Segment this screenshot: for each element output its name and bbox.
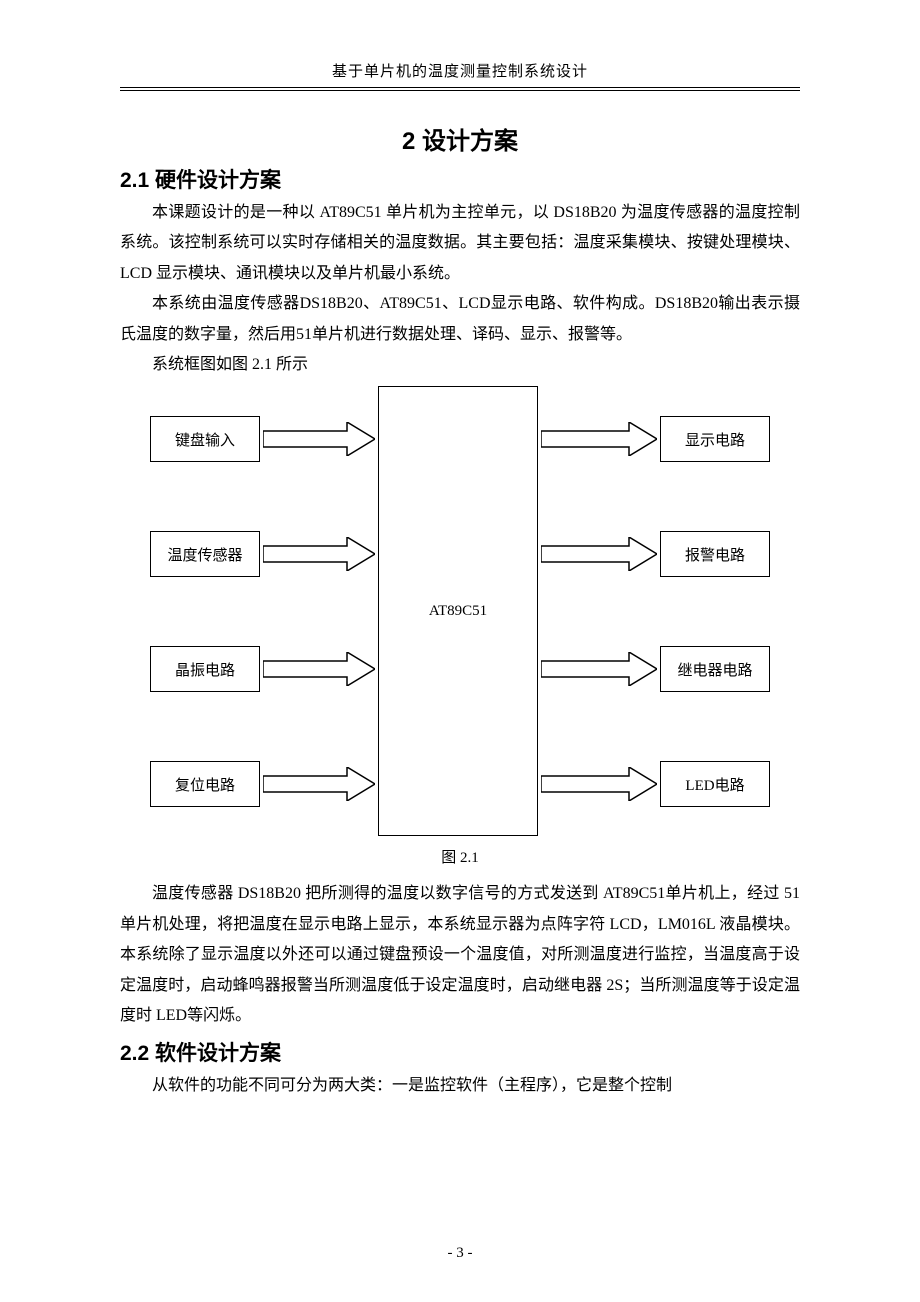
page-number: - 3 - [0, 1245, 920, 1262]
diagram-block: 复位电路 [150, 761, 260, 807]
diagram-block: 晶振电路 [150, 646, 260, 692]
chapter-title: 2 设计方案 [120, 121, 800, 156]
arrow-right-icon [541, 537, 657, 571]
diagram-block: 报警电路 [660, 531, 770, 577]
arrow-right-icon [263, 652, 375, 686]
section-2-1-title: 2.1 硬件设计方案 [120, 164, 800, 194]
diagram-block: LED电路 [660, 761, 770, 807]
cpu-block: AT89C51 [378, 386, 538, 836]
diagram-block: 继电器电路 [660, 646, 770, 692]
arrow-right-icon [541, 767, 657, 801]
head-rule-thin [120, 90, 800, 91]
arrow-right-icon [263, 422, 375, 456]
section-2-2-title: 2.2 软件设计方案 [120, 1037, 800, 1067]
arrow-right-icon [541, 652, 657, 686]
running-head: 基于单片机的温度测量控制系统设计 [120, 60, 800, 87]
paragraph-5: 从软件的功能不同可分为两大类：一是监控软件（主程序），它是整个控制 [120, 1071, 800, 1101]
arrow-right-icon [263, 767, 375, 801]
paragraph-4: 温度传感器 DS18B20 把所测得的温度以数字信号的方式发送到 AT89C51… [120, 879, 800, 1031]
figure-caption: 图 2.1 [120, 846, 800, 867]
diagram-block: 键盘输入 [150, 416, 260, 462]
system-block-diagram: AT89C51 键盘输入温度传感器晶振电路复位电路 显示电路报警电路继电器电路 LED… [120, 386, 800, 836]
diagram-block: 显示电路 [660, 416, 770, 462]
arrow-right-icon [541, 422, 657, 456]
page: 基于单片机的温度测量控制系统设计 2 设计方案 2.1 硬件设计方案 本课题设计… [0, 0, 920, 1302]
diagram-block: 温度传感器 [150, 531, 260, 577]
head-rule-thick [120, 87, 800, 88]
paragraph-3: 系统框图如图 2.1 所示 [120, 350, 800, 380]
paragraph-1: 本课题设计的是一种以 AT89C51 单片机为主控单元，以 DS18B20 为温… [120, 198, 800, 289]
paragraph-2: 本系统由温度传感器DS18B20、AT89C51、LCD显示电路、软件构成。DS… [120, 289, 800, 350]
arrow-right-icon [263, 537, 375, 571]
